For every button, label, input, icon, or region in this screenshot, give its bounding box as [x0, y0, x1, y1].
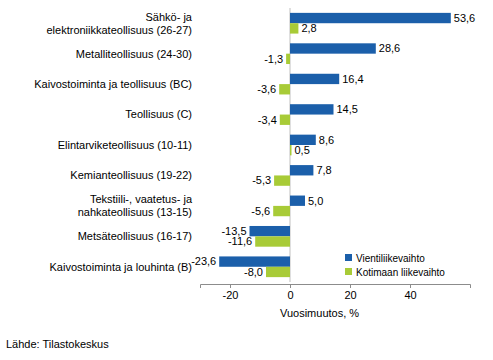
data-label: 0,5 [295, 144, 310, 156]
bar [290, 104, 334, 114]
bar [290, 23, 298, 33]
tick-mark [290, 284, 291, 288]
data-label: -3,4 [258, 114, 277, 126]
tick-label: 40 [404, 289, 416, 301]
data-label: -8,0 [244, 266, 263, 278]
bar [274, 175, 290, 185]
tick-mark [230, 284, 231, 288]
bars [219, 13, 451, 277]
legend-swatch [345, 254, 352, 261]
data-label: -23,6 [191, 255, 216, 267]
data-label: -11,6 [228, 235, 252, 247]
category-label: Kemianteollisuus (19-22) [70, 169, 192, 181]
category-label: Tekstiili-, vaatetus- janahkateollisuus … [78, 193, 193, 218]
category-label: Kaivostoiminta ja louhinta (B) [50, 261, 192, 273]
legend-swatch [345, 268, 352, 275]
data-label: 5,0 [308, 195, 323, 207]
bar [286, 54, 290, 64]
bar [279, 84, 290, 94]
plot: 53,628,616,414,58,67,85,0-13,5-23,62,8-1… [34, 8, 475, 301]
category-label: Sähkö- jaelektroniikkateollisuus (26-27) [46, 11, 192, 36]
tick: -20 [223, 284, 239, 301]
tick: 20 [344, 284, 356, 301]
bar [290, 145, 292, 155]
source: Lähde: Tilastokeskus [6, 338, 109, 350]
axis-line [201, 285, 471, 289]
data-label: 14,5 [337, 103, 358, 115]
tick-mark [410, 284, 411, 288]
legend-label: Kotimaan liikevaihto [356, 267, 445, 278]
bar [250, 226, 291, 236]
legend: Vientiliikevaihto Kotimaan liikevaihto [345, 253, 445, 278]
bar [273, 206, 290, 216]
bar [290, 74, 339, 84]
tick-label: 0 [287, 289, 293, 301]
bar [290, 43, 376, 53]
chart: 53,628,616,414,58,67,85,0-13,5-23,62,8-1… [0, 0, 493, 360]
bar [290, 165, 313, 175]
axis-title: Vuosimuutos, % [280, 307, 359, 319]
bar [280, 115, 290, 125]
category-label: Metalliteollisuus (24-30) [76, 48, 192, 60]
tick: 0 [287, 284, 293, 301]
category-label: Teollisuus (C) [125, 108, 192, 120]
data-label: -3,6 [257, 83, 276, 95]
tick-label: 20 [344, 289, 356, 301]
category-label: Elintarviketeollisuus (10-11) [58, 139, 192, 151]
tick: 40 [404, 284, 416, 301]
data-label: -1,3 [264, 53, 283, 65]
category-label: Kaivostoiminta ja teollisuus (BC) [34, 78, 192, 90]
bar [255, 236, 290, 246]
data-label: 53,6 [454, 12, 475, 24]
legend-label: Vientiliikevaihto [356, 253, 425, 264]
x-axis: -20 0 20 40 [201, 284, 471, 301]
data-label: 2,8 [301, 22, 316, 34]
bar [290, 196, 305, 206]
tick-label: -20 [223, 289, 239, 301]
data-label: 8,6 [319, 134, 334, 146]
data-label: 28,6 [379, 42, 400, 54]
data-label: 16,4 [342, 73, 363, 85]
category-label: Metsäteollisuus (16-17) [78, 230, 192, 242]
tick-mark [350, 284, 351, 288]
data-label: -5,3 [252, 174, 271, 186]
data-label: -5,6 [251, 205, 270, 217]
data-label: 7,8 [316, 164, 331, 176]
bar [266, 267, 290, 277]
